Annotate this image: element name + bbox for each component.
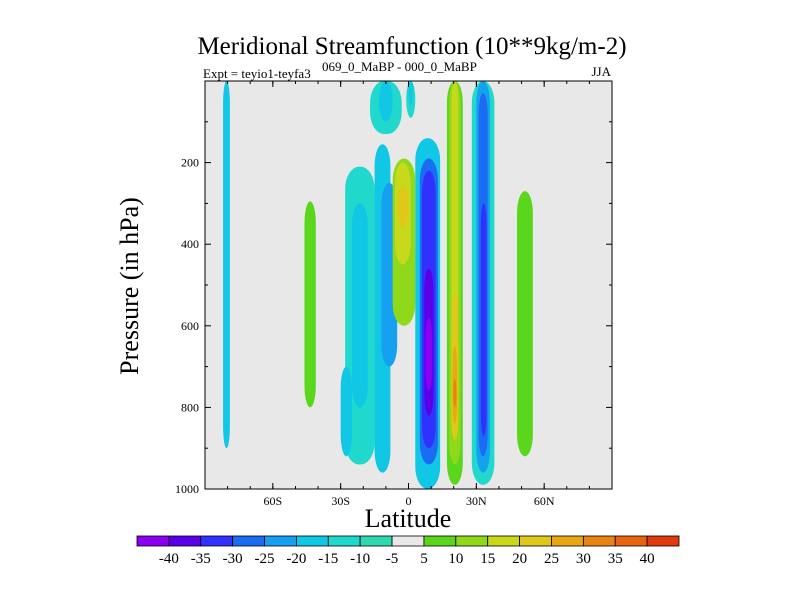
colorbar-label: -30 — [223, 551, 243, 567]
contour-band-1 — [304, 201, 316, 408]
y-axis-title: Pressure (in hPa) — [115, 197, 144, 375]
y-tick-label: 800 — [181, 400, 199, 414]
contour-band-0 — [223, 81, 230, 449]
x-tick-label: 60N — [534, 494, 555, 508]
x-axis: 60S 30S 0 30N 60N — [227, 81, 590, 508]
contour-fill-layer — [223, 81, 533, 489]
x-tick-label: 60S — [263, 494, 282, 508]
contour-band-10 — [397, 187, 409, 228]
colorbar-swatch — [391, 535, 425, 547]
colorbar-swatch — [487, 535, 520, 547]
colorbar-swatch — [168, 535, 202, 547]
colorbar-swatch — [200, 535, 234, 547]
contour-band-27 — [480, 203, 487, 436]
season-label: JJA — [591, 64, 611, 79]
colorbar-swatch — [551, 535, 584, 547]
chart-title: Meridional Streamfunction (10**9kg/m-2) — [197, 33, 626, 60]
y-tick-label: 200 — [181, 156, 199, 170]
y-tick-label: 1000 — [175, 482, 199, 496]
x-tick-label: 0 — [406, 494, 412, 508]
colorbar-swatch — [264, 535, 297, 547]
colorbar-swatch — [614, 535, 648, 547]
contour-band-28 — [517, 191, 533, 457]
colorbar-swatch — [136, 535, 170, 547]
colorbar-label: -40 — [159, 551, 179, 567]
x-tick-label: 30S — [331, 494, 350, 508]
colorbar-swatch — [423, 535, 457, 547]
y-tick-label: 400 — [181, 237, 199, 251]
colorbar-swatch — [327, 535, 361, 547]
contour-band-3 — [351, 203, 368, 408]
x-tick-label: 30N — [466, 494, 487, 508]
colorbar-label: 25 — [544, 551, 559, 567]
contour-band-17 — [408, 81, 414, 106]
colorbar-label: 5 — [420, 551, 428, 567]
colorbar-label: 20 — [512, 551, 527, 567]
colorbar-swatch — [646, 535, 680, 547]
x-axis-title: Latitude — [365, 504, 452, 533]
colorbar: -40 -35 -30 -25 -20 -15 -10 -5 5 10 15 20 25 30 35 40 — [136, 535, 680, 567]
experiment-label: Expt = teyio1-teyfa3 — [203, 66, 311, 81]
plot-area — [204, 80, 613, 490]
colorbar-label: -20 — [286, 551, 306, 567]
colorbar-label: -10 — [350, 551, 370, 567]
colorbar-swatch — [296, 535, 329, 547]
contour-band-29 — [340, 366, 352, 457]
contour-band-7 — [379, 81, 393, 122]
colorbar-swatch — [359, 535, 393, 547]
colorbar-label: -15 — [318, 551, 338, 567]
colorbar-label: 15 — [480, 551, 495, 567]
colorbar-label: -35 — [191, 551, 211, 567]
colorbar-label: 35 — [608, 551, 623, 567]
colorbar-swatch — [519, 535, 552, 547]
colorbar-label: 40 — [640, 551, 655, 567]
y-tick-label: 600 — [181, 319, 199, 333]
colorbar-label: -25 — [255, 551, 275, 567]
colorbar-label: 30 — [576, 551, 591, 567]
colorbar-label: 10 — [448, 551, 463, 567]
colorbar-swatch — [232, 535, 265, 547]
contour-band-23 — [453, 378, 457, 408]
colorbar-swatch — [455, 535, 489, 547]
contour-band-15 — [425, 317, 433, 392]
y-axis: 200 400 600 800 1000 — [175, 121, 612, 496]
experiment-range-label: 069_0_MaBP - 000_0_MaBP — [322, 59, 477, 74]
colorbar-swatch — [582, 535, 616, 547]
colorbar-label: -5 — [386, 551, 399, 567]
